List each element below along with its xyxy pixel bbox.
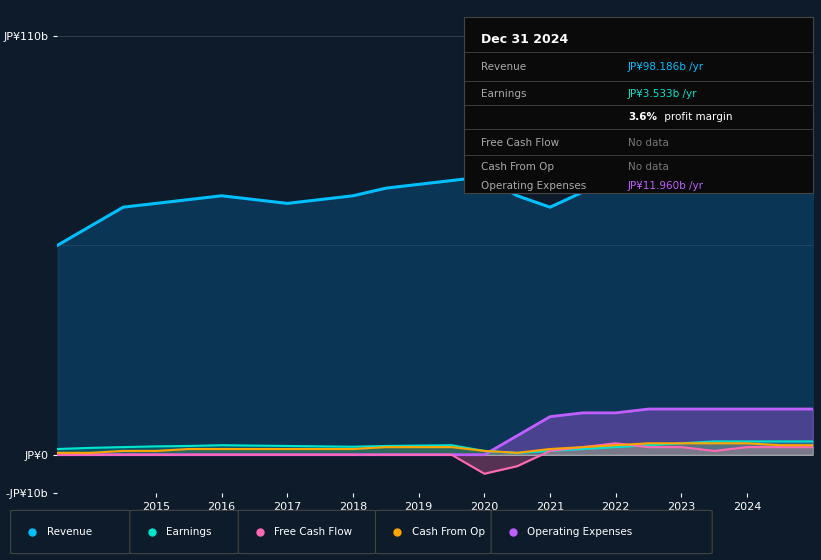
- Text: Free Cash Flow: Free Cash Flow: [274, 527, 352, 537]
- Text: Operating Expenses: Operating Expenses: [481, 181, 586, 191]
- Text: 3.6%: 3.6%: [628, 113, 657, 122]
- Text: No data: No data: [628, 138, 669, 148]
- FancyBboxPatch shape: [491, 510, 712, 554]
- Text: profit margin: profit margin: [661, 113, 732, 122]
- FancyBboxPatch shape: [375, 510, 492, 554]
- Text: JP¥11.960b /yr: JP¥11.960b /yr: [628, 181, 704, 191]
- Text: JP¥98.186b /yr: JP¥98.186b /yr: [628, 62, 704, 72]
- Text: Cash From Op: Cash From Op: [481, 162, 554, 172]
- Text: Cash From Op: Cash From Op: [411, 527, 484, 537]
- Text: Free Cash Flow: Free Cash Flow: [481, 138, 559, 148]
- Text: Earnings: Earnings: [166, 527, 212, 537]
- FancyBboxPatch shape: [11, 510, 131, 554]
- Text: No data: No data: [628, 162, 669, 172]
- Text: Revenue: Revenue: [481, 62, 526, 72]
- Text: Dec 31 2024: Dec 31 2024: [481, 32, 569, 46]
- Text: JP¥3.533b /yr: JP¥3.533b /yr: [628, 88, 697, 99]
- Text: Revenue: Revenue: [47, 527, 92, 537]
- Text: Operating Expenses: Operating Expenses: [527, 527, 632, 537]
- FancyBboxPatch shape: [130, 510, 239, 554]
- Text: Earnings: Earnings: [481, 88, 527, 99]
- FancyBboxPatch shape: [238, 510, 376, 554]
